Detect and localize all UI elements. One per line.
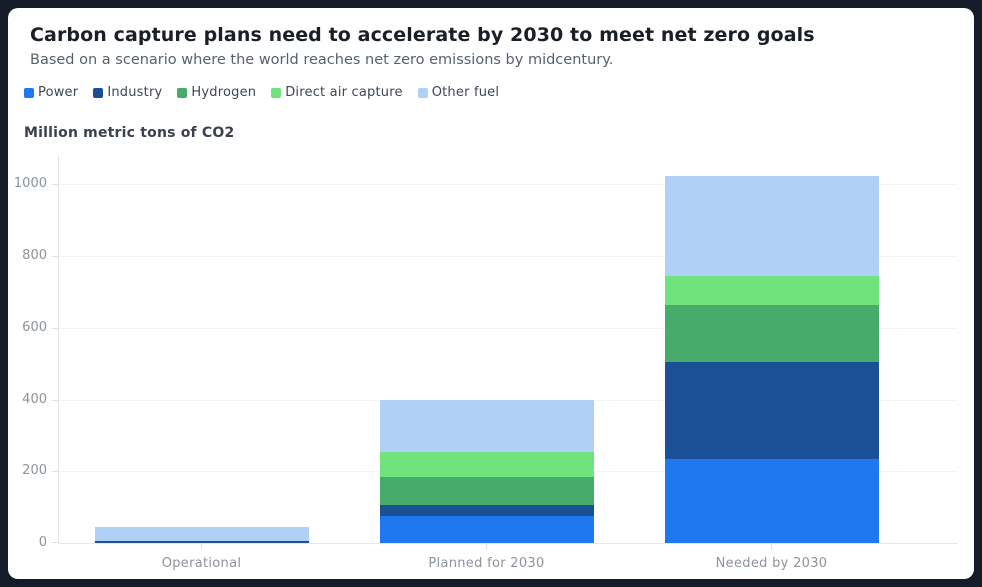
legend-item-label: Power	[38, 85, 79, 100]
bar-segment-other-fuel	[664, 175, 879, 276]
bar-segment-industry	[94, 541, 309, 543]
y-gridline	[59, 327, 958, 329]
y-axis-tick-label: 1000	[13, 176, 47, 192]
bar-segment-direct-air-capture	[379, 451, 594, 477]
legend-swatch-icon	[271, 87, 282, 98]
x-axis-category-label: Operational	[161, 556, 242, 571]
legend-item-other-fuel: Other fuel	[417, 85, 500, 100]
y-axis-tick	[52, 256, 58, 258]
bar-segment-other-fuel	[94, 526, 309, 542]
bar-segment-direct-air-capture	[664, 275, 879, 305]
legend-swatch-icon	[93, 87, 104, 98]
y-axis-tick-label: 200	[22, 463, 47, 479]
y-gridline	[59, 184, 958, 186]
x-axis-tick	[486, 544, 487, 549]
y-axis-tick	[52, 542, 58, 543]
legend-item-label: Other fuel	[431, 85, 500, 100]
bar-segment-industry	[379, 505, 594, 517]
x-axis-category-label: Needed by 2030	[715, 556, 828, 571]
legend-swatch-icon	[417, 87, 428, 98]
y-axis-tick	[52, 471, 58, 473]
x-axis-category-label: Planned for 2030	[428, 556, 545, 571]
legend-item-label: Hydrogen	[191, 85, 257, 100]
bar-segment-other-fuel	[379, 399, 594, 452]
y-axis-tick-label: 400	[22, 391, 47, 407]
legend-item-industry: Industry	[93, 85, 162, 100]
chart-card: Carbon capture plans need to accelerate …	[8, 8, 974, 579]
legend: Power Industry Hydrogen Direct air capture O…	[24, 85, 952, 100]
y-axis-tick	[52, 399, 58, 401]
legend-item-label: Direct air capture	[285, 85, 403, 100]
bar-segment-hydrogen	[664, 304, 879, 362]
y-axis-tick	[52, 327, 58, 329]
chart-subtitle: Based on a scenario where the world reac…	[30, 52, 614, 68]
bar-segment-power	[664, 458, 879, 543]
y-axis-tick-label: 600	[22, 319, 47, 335]
bar-segment-power	[379, 516, 594, 543]
legend-swatch-icon	[177, 87, 188, 98]
legend-item-power: Power	[24, 85, 78, 100]
y-gridline	[59, 256, 958, 258]
x-axis-tick	[201, 544, 202, 549]
legend-item-hydrogen: Hydrogen	[177, 85, 256, 100]
legend-item-label: Industry	[107, 85, 163, 100]
bar-segment-hydrogen	[379, 476, 594, 506]
y-axis-tick-label: 800	[22, 248, 47, 264]
bar-segment-industry	[664, 361, 879, 459]
chart-title: Carbon capture plans need to accelerate …	[30, 24, 815, 46]
y-axis-tick-label: 0	[38, 535, 47, 550]
plot-area: 0 200 400 600 800 1000 Operational Planned for …	[14, 155, 958, 571]
y-axis-unit-label: Million metric tons of CO2	[24, 125, 235, 141]
y-axis-tick	[52, 184, 58, 186]
x-axis-tick	[771, 544, 772, 549]
legend-item-direct-air-capture: Direct air capture	[271, 85, 403, 100]
legend-swatch-icon	[24, 87, 34, 98]
